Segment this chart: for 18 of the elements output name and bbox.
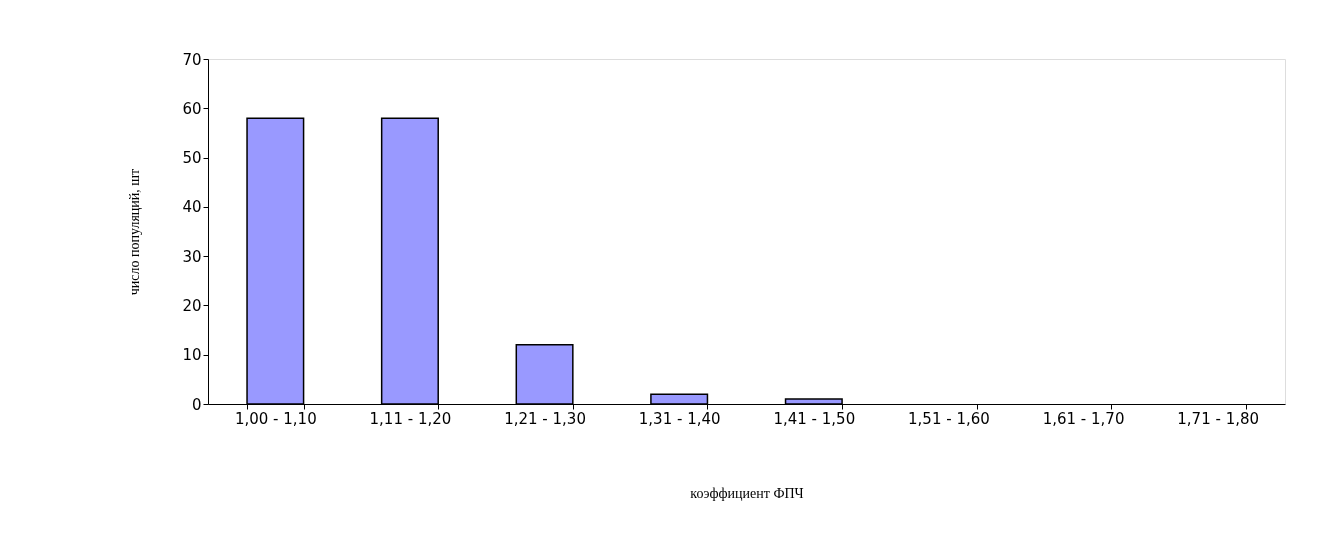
- x-tick-label: 1,11 - 1,20: [369, 409, 452, 428]
- y-tick-label: 50: [182, 149, 202, 168]
- x-tick-label: 1,71 - 1,80: [1177, 409, 1260, 428]
- y-tick-label: 40: [182, 198, 202, 217]
- x-tick-label: 1,41 - 1,50: [773, 409, 856, 428]
- y-tick-label: 60: [182, 99, 202, 118]
- y-tick-label: 20: [182, 296, 202, 315]
- x-axis-title: коэффициент ФПЧ: [690, 485, 804, 501]
- y-axis-title: число популяций, шт: [127, 168, 143, 296]
- x-tick-label: 1,00 - 1,10: [234, 409, 317, 428]
- x-tick-label: 1,61 - 1,70: [1042, 409, 1125, 428]
- x-tick-label: 1,51 - 1,60: [908, 409, 990, 428]
- y-tick-label: 70: [182, 50, 202, 69]
- y-tick-label: 30: [182, 247, 202, 266]
- x-tick-label: 1,21 - 1,30: [504, 409, 586, 428]
- y-tick-label: 0: [191, 395, 202, 414]
- y-tick-label: 10: [182, 346, 202, 365]
- x-tick-label: 1,31 - 1,40: [638, 409, 721, 428]
